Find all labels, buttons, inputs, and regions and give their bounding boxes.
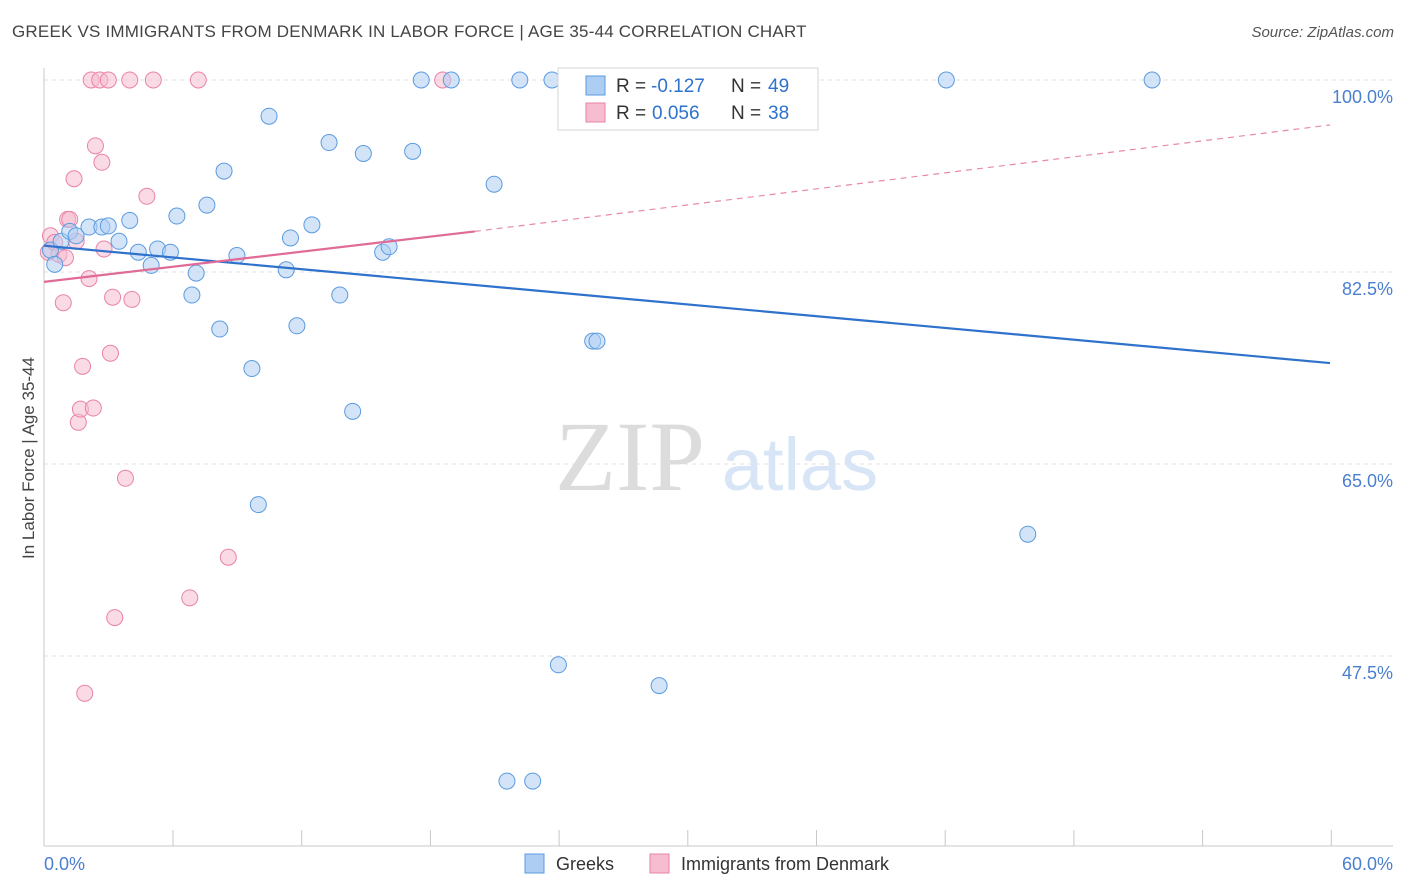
y-tick-label: 65.0% <box>1342 471 1393 491</box>
data-point <box>187 264 205 282</box>
data-point <box>138 187 156 205</box>
data-point <box>123 290 141 308</box>
data-point <box>95 240 113 258</box>
data-point <box>249 496 267 514</box>
data-point <box>121 71 139 89</box>
y-tick-labels: 47.5% 65.0% 82.5% 100.0% <box>1332 87 1393 683</box>
data-point <box>549 656 567 674</box>
data-point <box>498 772 516 790</box>
series-immigrants-from-denmark <box>39 71 452 702</box>
data-point <box>46 255 64 273</box>
data-point <box>104 288 122 306</box>
x-tick-label-min: 0.0% <box>44 854 85 874</box>
data-point <box>211 320 229 338</box>
legend-label-immigrants: Immigrants from Denmark <box>681 854 890 874</box>
data-point <box>116 469 134 487</box>
data-point <box>524 772 542 790</box>
x-axis-ticks <box>172 830 1332 846</box>
data-point <box>331 286 349 304</box>
data-point <box>144 71 162 89</box>
data-point <box>219 548 237 566</box>
data-point <box>442 71 460 89</box>
stats-r-value-immigrants: 0.056 <box>652 103 700 124</box>
y-tick-label: 100.0% <box>1332 87 1393 107</box>
data-point <box>354 145 372 163</box>
data-point <box>181 589 199 607</box>
data-point <box>485 175 503 193</box>
data-point <box>937 71 955 89</box>
trend-lines <box>43 124 1331 365</box>
data-point <box>106 609 124 627</box>
data-point <box>198 196 216 214</box>
x-tick-label-max: 60.0% <box>1342 854 1393 874</box>
data-point <box>84 399 102 417</box>
y-axis-label: In Labor Force | Age 35-44 <box>19 357 38 559</box>
watermark: ZIP atlas <box>555 401 878 512</box>
data-point <box>228 247 246 265</box>
stats-swatch-immigrants <box>585 102 606 123</box>
chart-title: GREEK VS IMMIGRANTS FROM DENMARK IN LABO… <box>12 22 807 41</box>
legend-swatch-greeks <box>524 853 545 874</box>
stats-n-value-immigrants: 38 <box>768 103 789 124</box>
stats-n-label-greeks: N = <box>731 76 761 97</box>
data-point <box>54 294 72 312</box>
data-point <box>121 211 139 229</box>
data-point <box>168 207 186 225</box>
data-point <box>101 344 119 362</box>
data-point <box>74 357 92 375</box>
data-point <box>288 317 306 335</box>
data-point <box>76 684 94 702</box>
legend-swatch-immigrants <box>649 853 670 874</box>
stats-n-label-immigrants: N = <box>731 103 761 124</box>
data-point <box>86 137 104 155</box>
stats-legend: R = -0.127 N = 49 R = 0.056 N = 38 <box>557 67 819 131</box>
data-point <box>99 71 117 89</box>
data-point <box>80 270 98 288</box>
data-point <box>110 232 128 250</box>
stats-r-label-greeks: R = <box>616 76 646 97</box>
y-tick-label: 82.5% <box>1342 279 1393 299</box>
trend-line-immigrants <box>43 230 475 283</box>
data-point <box>183 286 201 304</box>
data-point <box>281 229 299 247</box>
data-point <box>1143 71 1161 89</box>
stats-n-value-greeks: 49 <box>768 76 789 97</box>
data-point <box>650 677 668 695</box>
y-tick-label: 47.5% <box>1342 663 1393 683</box>
stats-r-value-greeks: -0.127 <box>651 76 705 97</box>
watermark-zip: ZIP <box>555 401 705 512</box>
data-point <box>99 217 117 235</box>
data-point <box>412 71 430 89</box>
trend-line-immigrants-extension <box>474 124 1331 233</box>
watermark-atlas: atlas <box>722 423 878 506</box>
data-point <box>320 134 338 152</box>
trend-line-greeks <box>43 244 1331 365</box>
data-point <box>344 402 362 420</box>
data-point <box>215 162 233 180</box>
data-point <box>65 170 83 188</box>
data-point <box>260 107 278 125</box>
series-legend: Greeks Immigrants from Denmark <box>524 853 890 874</box>
data-point <box>588 332 606 350</box>
data-point <box>243 360 261 378</box>
data-point <box>93 153 111 171</box>
data-point <box>189 71 207 89</box>
data-point <box>511 71 529 89</box>
data-point <box>67 227 85 245</box>
chart-source: Source: ZipAtlas.com <box>1251 24 1394 41</box>
data-point <box>303 216 321 234</box>
data-point <box>1019 525 1037 543</box>
stats-r-label-immigrants: R = <box>616 103 646 124</box>
legend-label-greeks: Greeks <box>556 854 614 874</box>
data-point <box>129 243 147 261</box>
stats-swatch-greeks <box>585 75 606 96</box>
data-point <box>404 142 422 160</box>
data-point <box>277 261 295 279</box>
